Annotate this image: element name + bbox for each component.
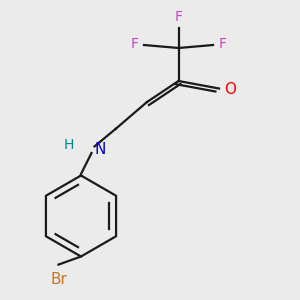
Text: F: F (218, 38, 226, 51)
Text: F: F (175, 10, 182, 24)
Text: N: N (94, 142, 106, 157)
Text: O: O (224, 82, 236, 98)
Text: H: H (64, 138, 74, 152)
Text: F: F (130, 38, 139, 51)
Text: Br: Br (50, 272, 67, 287)
